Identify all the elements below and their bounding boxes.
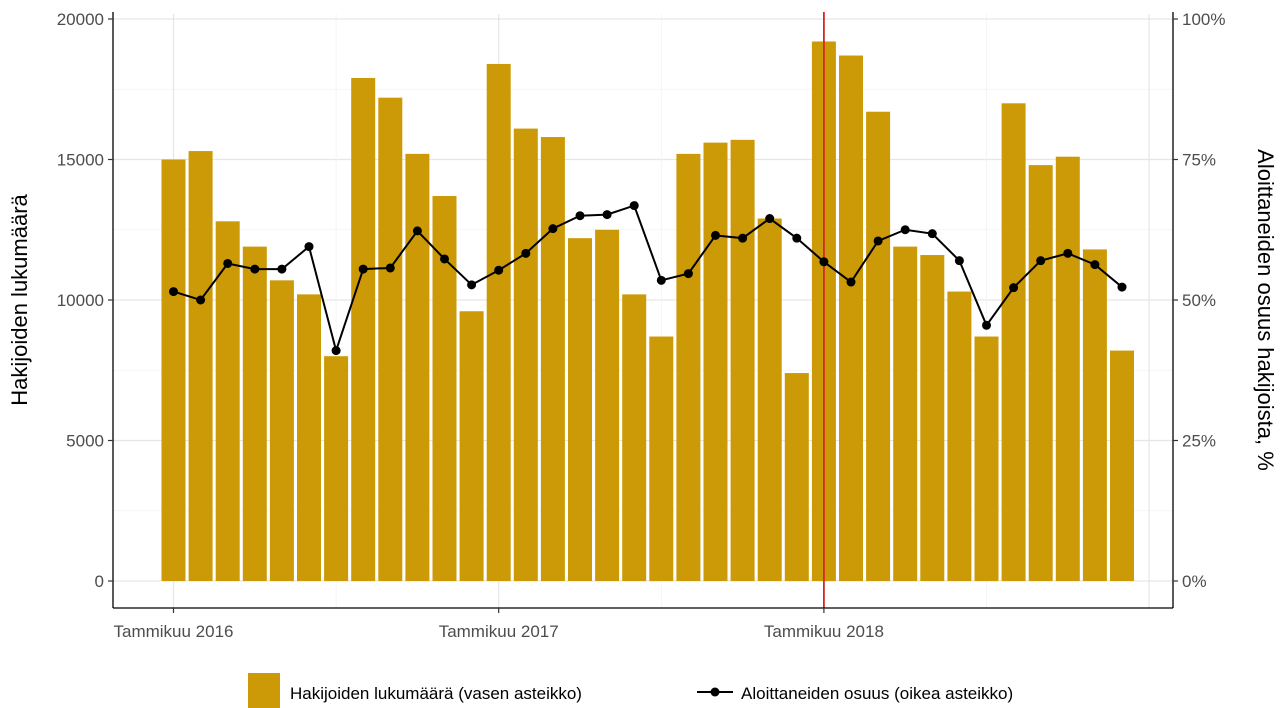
bar: [839, 55, 863, 581]
right-tick-label: 100%: [1182, 10, 1225, 29]
legend-line-label: Aloittaneiden osuus (oikea asteikko): [741, 684, 1013, 703]
line-point: [683, 269, 693, 279]
bar: [188, 151, 213, 581]
bar: [784, 373, 809, 581]
line-point: [846, 277, 856, 287]
bar: [703, 142, 728, 581]
line-point: [711, 230, 720, 240]
left-tick-label: 0: [95, 572, 104, 591]
bar: [893, 246, 918, 582]
line-point: [196, 295, 206, 305]
bar: [947, 291, 972, 581]
bar: [676, 153, 701, 581]
right-tick-label: 50%: [1182, 291, 1216, 310]
right-axis-ticks: 0% 25% 50% 75% 100%: [1173, 10, 1225, 591]
line-point: [1117, 282, 1127, 292]
bar: [486, 63, 511, 581]
line-point: [1063, 248, 1073, 258]
bar: [161, 159, 186, 581]
bar: [378, 97, 403, 582]
line-point: [494, 265, 504, 275]
bar: [324, 356, 349, 581]
line-point: [250, 264, 260, 274]
line-point: [575, 211, 585, 221]
legend: Hakijoiden lukumäärä (vasen asteikko) Al…: [248, 673, 1013, 708]
legend-point-swatch: [710, 687, 720, 697]
bar: [568, 238, 592, 581]
right-axis-title: Aloittaneiden osuus hakijoista, %: [1253, 149, 1278, 471]
legend-bar-label: Hakijoiden lukumäärä (vasen asteikko): [290, 684, 582, 703]
bar: [1028, 165, 1053, 581]
line-point: [900, 225, 910, 235]
bar: [1110, 350, 1134, 581]
line-point: [169, 287, 178, 297]
bar-series: [161, 41, 1134, 582]
line-point: [873, 236, 883, 246]
line-point: [656, 275, 666, 285]
line-point: [548, 224, 558, 234]
legend-bar-swatch: [248, 673, 280, 708]
left-tick-label: 20000: [57, 10, 104, 29]
left-tick-label: 5000: [66, 432, 104, 451]
bar: [622, 294, 647, 581]
line-point: [765, 214, 775, 224]
left-tick-label: 10000: [57, 291, 104, 310]
line-point: [602, 210, 612, 220]
left-axis-ticks: 0 5000 10000 15000 20000: [57, 10, 113, 591]
line-point: [223, 258, 233, 268]
bar: [242, 246, 267, 582]
line-point: [927, 229, 937, 239]
bar: [730, 139, 755, 581]
bar: [297, 294, 321, 581]
bar: [1082, 249, 1107, 582]
line-point: [358, 264, 368, 274]
bar: [1001, 103, 1026, 582]
line-point: [304, 242, 314, 252]
bar: [269, 280, 294, 581]
line-point: [385, 263, 395, 273]
x-axis-ticks: Tammikuu 2016 Tammikuu 2017 Tammikuu 2018: [113, 608, 884, 641]
bar: [920, 255, 945, 582]
left-axis-title: Hakijoiden lukumäärä: [7, 193, 32, 405]
x-tick-label: Tammikuu 2017: [439, 622, 559, 641]
right-tick-label: 75%: [1182, 151, 1216, 170]
share-points: [169, 201, 1127, 356]
bar: [540, 137, 565, 581]
line-point: [277, 264, 287, 274]
bar: [595, 229, 620, 581]
axes: [112, 12, 1174, 609]
line-point: [521, 248, 531, 258]
bar: [405, 153, 430, 581]
bar: [459, 311, 484, 581]
line-point: [331, 346, 341, 356]
right-tick-label: 25%: [1182, 432, 1216, 451]
x-tick-label: Tammikuu 2016: [113, 622, 233, 641]
line-point: [1090, 260, 1100, 270]
line-point: [1009, 283, 1019, 293]
left-tick-label: 15000: [57, 151, 104, 170]
line-point: [1036, 256, 1046, 266]
line-point: [982, 320, 991, 330]
bar: [351, 78, 376, 581]
bar: [649, 336, 674, 581]
share-line-series: [173, 204, 1123, 355]
bar: [866, 111, 891, 581]
line-point: [440, 254, 449, 264]
bar: [974, 336, 999, 581]
x-tick-label: Tammikuu 2018: [764, 622, 884, 641]
bar: [1055, 156, 1080, 581]
line-point: [819, 257, 829, 267]
bar: [215, 221, 240, 581]
bar: [513, 128, 538, 581]
bar: [432, 196, 457, 581]
line-point: [629, 201, 639, 211]
line-point: [412, 226, 422, 236]
line-point: [467, 280, 477, 290]
line-point: [738, 233, 748, 243]
line-point: [792, 233, 802, 243]
line-point: [954, 256, 964, 266]
bar: [757, 218, 782, 581]
right-tick-label: 0%: [1182, 572, 1207, 591]
